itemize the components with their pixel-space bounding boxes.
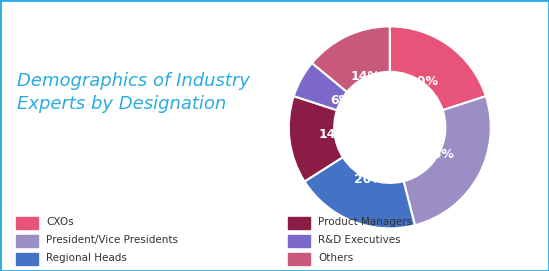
Text: 20%: 20% [408, 75, 438, 88]
Wedge shape [390, 26, 486, 110]
FancyBboxPatch shape [16, 253, 38, 265]
Wedge shape [294, 63, 347, 110]
FancyBboxPatch shape [16, 217, 38, 229]
Text: 20%: 20% [354, 173, 384, 186]
Wedge shape [289, 96, 343, 182]
Text: CXOs: CXOs [46, 217, 74, 227]
Text: 14%: 14% [351, 70, 381, 83]
FancyBboxPatch shape [16, 235, 38, 247]
Text: President/Vice Presidents: President/Vice Presidents [46, 235, 178, 245]
FancyBboxPatch shape [288, 217, 310, 229]
FancyBboxPatch shape [288, 253, 310, 265]
Text: 26%: 26% [424, 148, 454, 161]
Wedge shape [404, 96, 491, 225]
Text: Regional Heads: Regional Heads [46, 253, 127, 263]
Text: 6%: 6% [330, 94, 351, 107]
Text: Demographics of Industry
Experts by Designation: Demographics of Industry Experts by Desi… [17, 72, 250, 114]
Text: 14%: 14% [319, 128, 349, 141]
FancyBboxPatch shape [288, 235, 310, 247]
Wedge shape [312, 26, 390, 92]
Wedge shape [305, 157, 415, 228]
Text: Others: Others [318, 253, 353, 263]
Text: Product Managers: Product Managers [318, 217, 412, 227]
Text: R&D Executives: R&D Executives [318, 235, 401, 245]
